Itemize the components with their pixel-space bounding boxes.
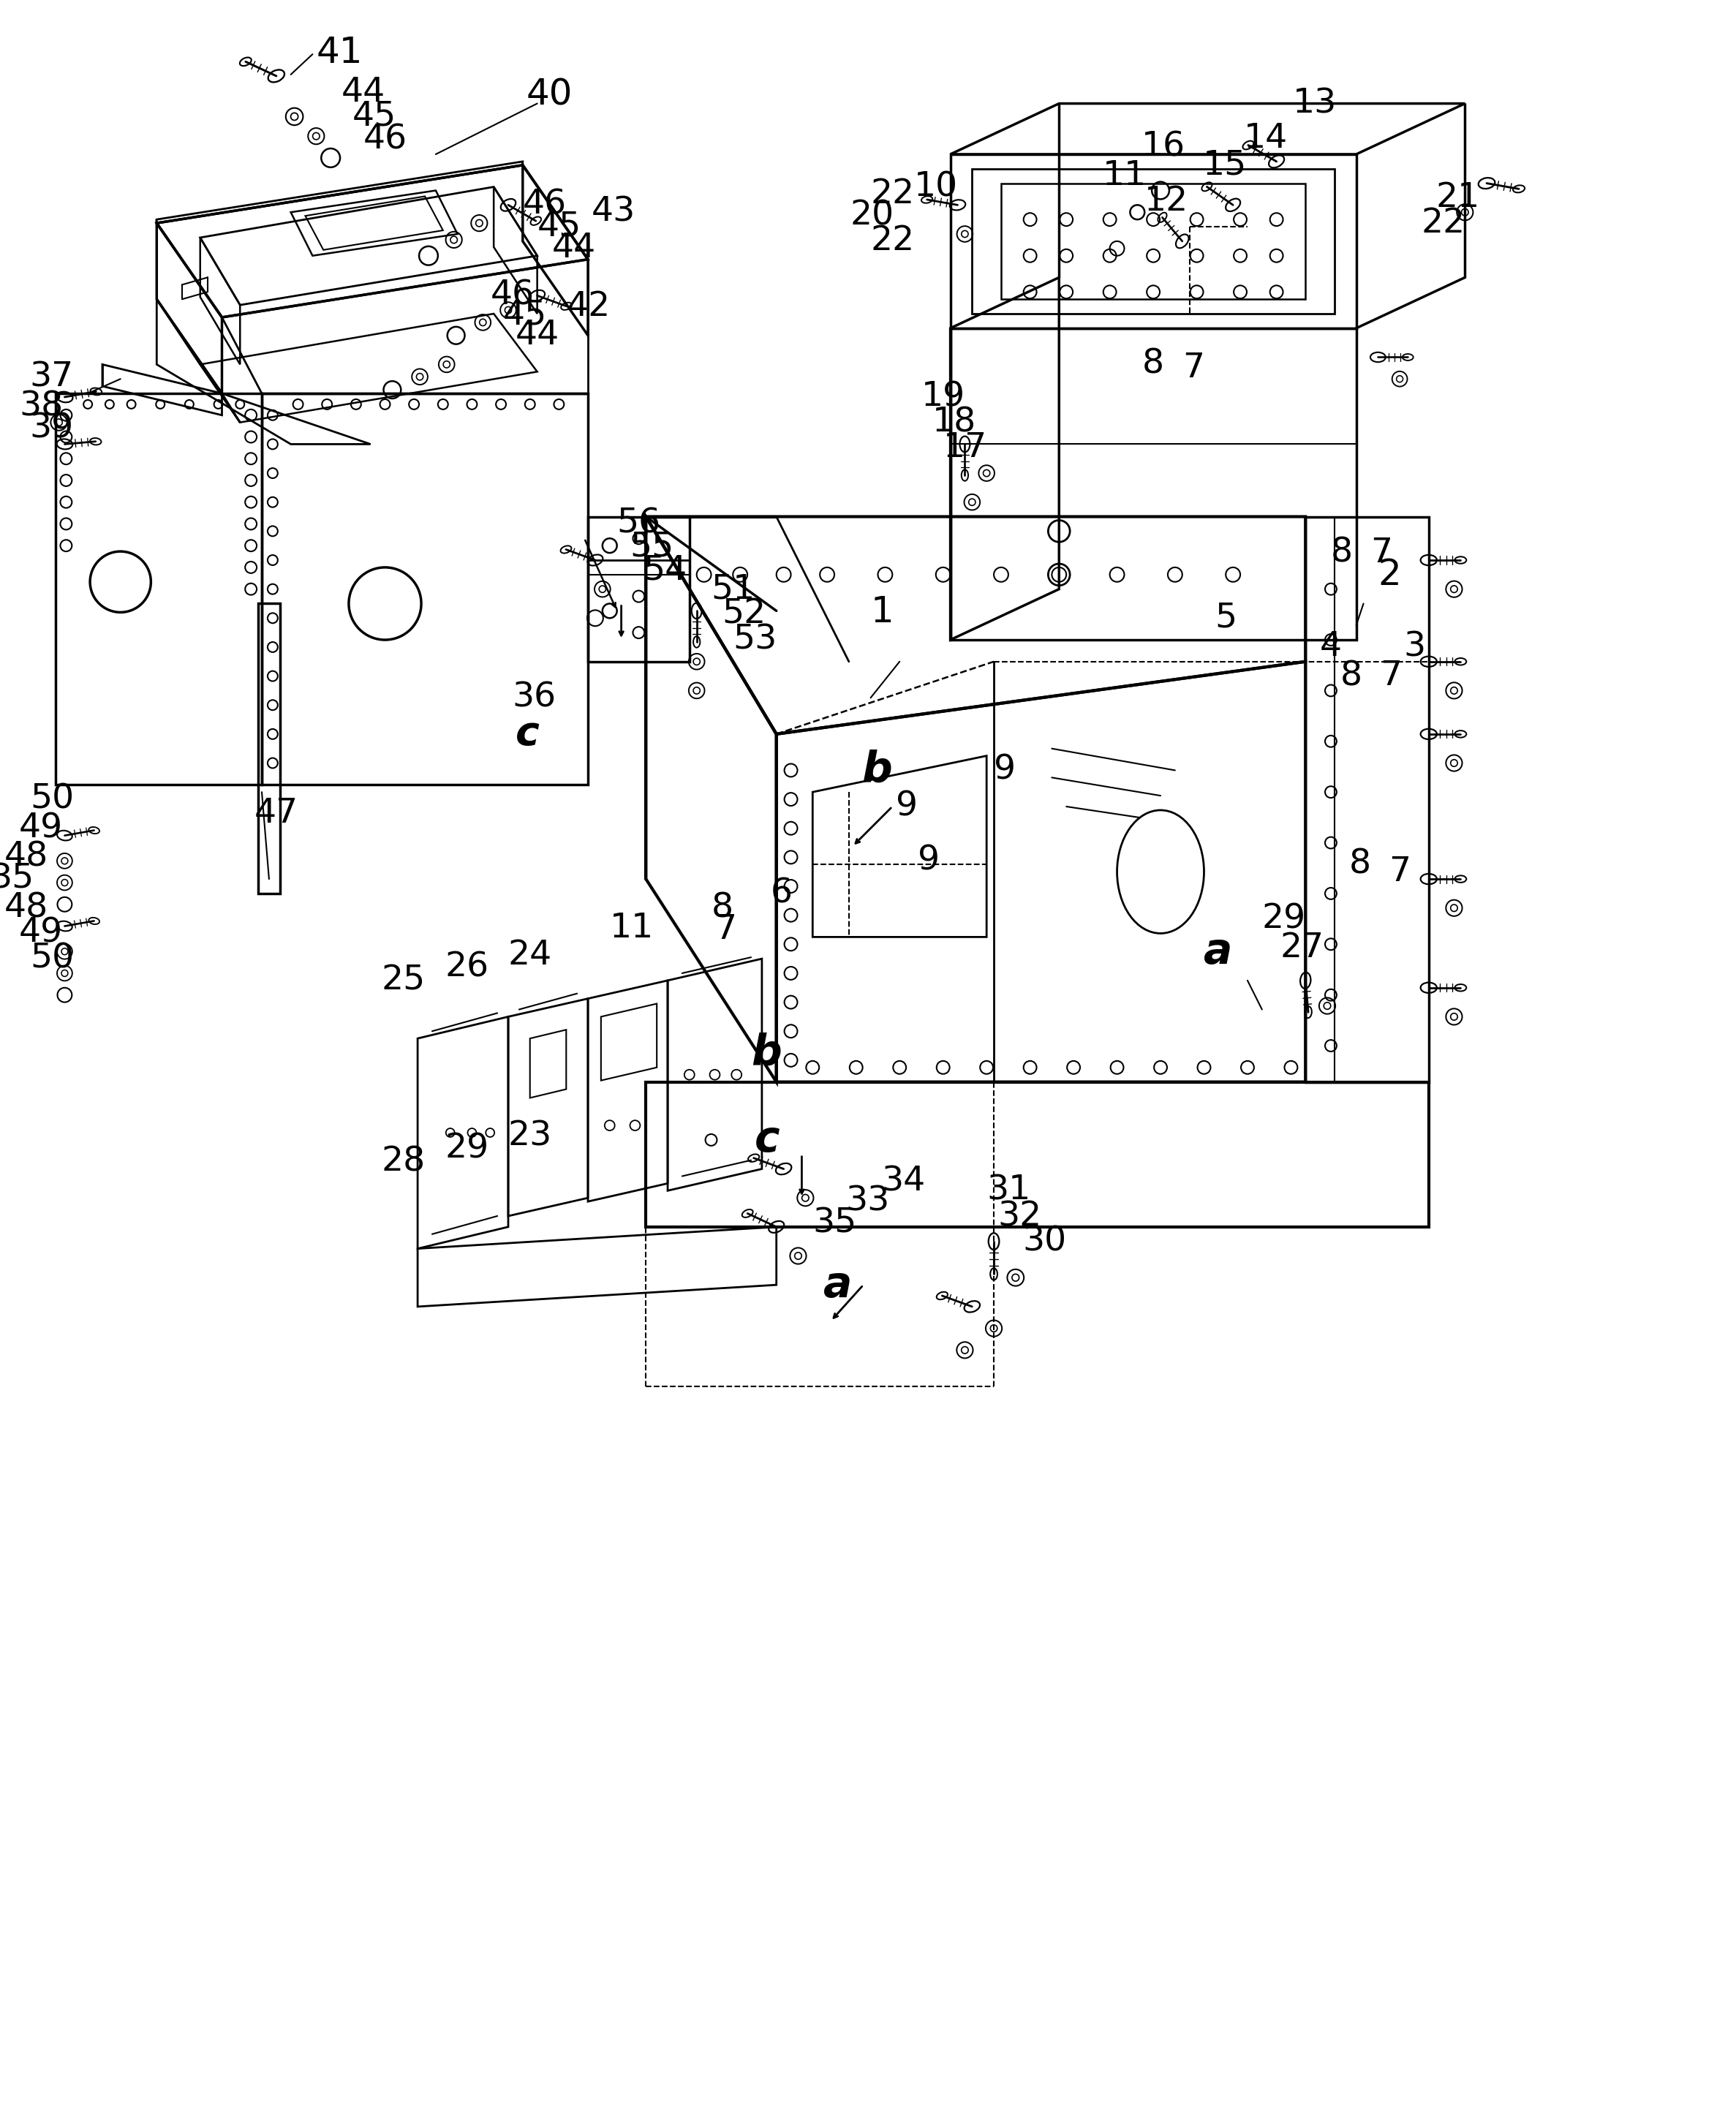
Text: 26: 26 [444, 951, 490, 984]
Text: 8: 8 [1349, 848, 1371, 881]
Text: 21: 21 [1436, 181, 1481, 215]
Text: 3: 3 [1403, 631, 1425, 665]
Text: b: b [861, 749, 892, 791]
Text: 2: 2 [1378, 557, 1401, 593]
Text: 9: 9 [896, 791, 918, 822]
Text: 13: 13 [1292, 86, 1337, 120]
Text: 56: 56 [616, 507, 661, 540]
Text: 41: 41 [316, 36, 363, 69]
Text: 39: 39 [30, 412, 75, 444]
Text: 49: 49 [19, 812, 62, 845]
Text: 22: 22 [1422, 206, 1465, 240]
Text: 8: 8 [1340, 660, 1363, 692]
Text: 18: 18 [932, 406, 976, 440]
Text: 9: 9 [993, 753, 1016, 787]
Text: 23: 23 [509, 1119, 552, 1152]
Text: 36: 36 [512, 681, 556, 715]
Text: 8: 8 [1332, 536, 1352, 570]
Text: 55: 55 [630, 530, 674, 564]
Text: 45: 45 [536, 210, 582, 244]
Text: 46: 46 [363, 124, 408, 156]
Text: 11: 11 [1102, 160, 1146, 193]
Text: 25: 25 [382, 963, 425, 997]
Text: 44: 44 [516, 320, 559, 351]
Text: 35: 35 [812, 1207, 856, 1241]
Text: 19: 19 [922, 381, 965, 414]
Text: 12: 12 [1144, 185, 1189, 219]
Text: a: a [823, 1264, 852, 1306]
Text: 4: 4 [1319, 631, 1342, 665]
Text: 38: 38 [19, 389, 62, 423]
Text: 44: 44 [552, 231, 595, 265]
Text: 47: 47 [255, 797, 299, 831]
Text: 43: 43 [592, 196, 635, 229]
Text: 8: 8 [1142, 347, 1165, 381]
Text: 6: 6 [771, 877, 793, 911]
Text: 49: 49 [19, 917, 62, 951]
Text: c: c [516, 715, 540, 753]
Text: 17: 17 [943, 431, 988, 465]
Text: 51: 51 [712, 572, 755, 606]
Text: 29: 29 [444, 1131, 490, 1165]
Text: 31: 31 [986, 1173, 1031, 1207]
Text: 5: 5 [1215, 601, 1238, 635]
Text: 20: 20 [851, 200, 894, 231]
Text: 46: 46 [490, 280, 535, 311]
Text: 30: 30 [1023, 1224, 1068, 1258]
Text: 40: 40 [526, 78, 573, 111]
Text: 27: 27 [1279, 932, 1325, 965]
Text: 15: 15 [1203, 149, 1246, 181]
Text: 14: 14 [1245, 122, 1288, 156]
Text: 45: 45 [352, 101, 396, 132]
Text: 16: 16 [1142, 130, 1186, 164]
Text: 11: 11 [609, 913, 654, 944]
Text: c: c [755, 1119, 779, 1161]
Text: 24: 24 [509, 938, 552, 972]
Text: 37: 37 [30, 362, 75, 393]
Text: 33: 33 [845, 1186, 889, 1218]
Text: 48: 48 [5, 841, 49, 873]
Text: 44: 44 [342, 76, 385, 109]
Text: 53: 53 [733, 622, 778, 656]
Text: 9: 9 [918, 845, 939, 877]
Text: 42: 42 [566, 290, 611, 324]
Text: 22: 22 [871, 225, 915, 259]
Text: 7: 7 [1182, 351, 1205, 385]
Text: 28: 28 [382, 1146, 425, 1178]
Text: 52: 52 [722, 597, 766, 631]
Text: 34: 34 [882, 1165, 925, 1199]
Text: 10: 10 [915, 170, 958, 204]
Text: 32: 32 [998, 1201, 1042, 1232]
Text: 48: 48 [5, 892, 49, 925]
Text: 7: 7 [1389, 856, 1411, 887]
Text: 50: 50 [30, 942, 75, 976]
Text: 7: 7 [1380, 660, 1403, 692]
Text: 46: 46 [523, 189, 566, 221]
Text: 7: 7 [1371, 536, 1392, 570]
Text: 22: 22 [871, 177, 915, 210]
Text: 35: 35 [0, 862, 35, 896]
Text: 29: 29 [1262, 902, 1305, 936]
Text: 8: 8 [712, 892, 733, 925]
Text: a: a [1205, 932, 1233, 972]
Text: 45: 45 [503, 299, 547, 332]
Text: 1: 1 [871, 595, 894, 631]
Text: 50: 50 [30, 782, 75, 816]
Text: 54: 54 [642, 553, 687, 587]
Text: b: b [752, 1033, 781, 1075]
Text: 7: 7 [715, 913, 736, 946]
